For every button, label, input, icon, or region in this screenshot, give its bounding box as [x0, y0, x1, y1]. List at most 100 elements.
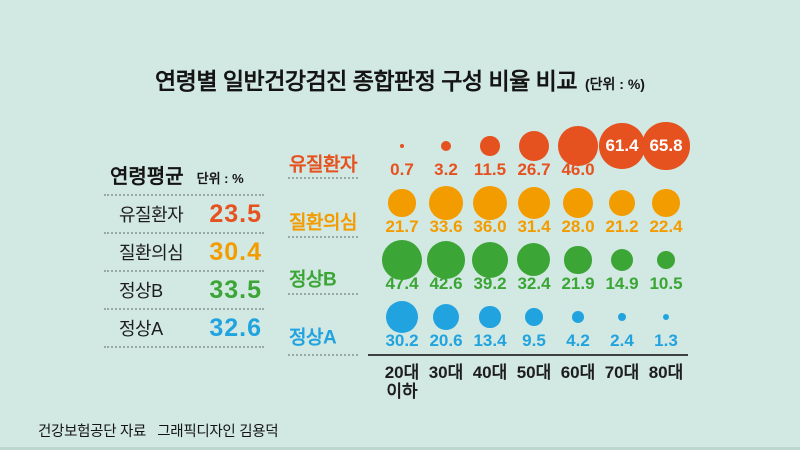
bubble [427, 241, 465, 279]
bubble-value-label: 31.4 [517, 217, 551, 236]
summary-table-row: 정상A 32.6 [104, 310, 264, 348]
x-axis-category-label: 40대 [473, 363, 508, 382]
x-axis-category-label: 60대 [561, 363, 596, 382]
bubble-value-label: 13.4 [473, 331, 507, 350]
bubble [599, 123, 645, 169]
bubble-value-label: 65.8 [649, 136, 683, 155]
summary-table-header: 연령평균 단위 : % [104, 160, 264, 196]
bubble-value-label: 36.0 [473, 217, 507, 236]
summary-table-row: 질환의심 30.4 [104, 234, 264, 272]
series-row-label-underline [288, 177, 358, 179]
series-row-label: 정상A [289, 327, 337, 349]
series-row-label: 정상B [289, 269, 337, 291]
bubble [517, 186, 551, 220]
series-row-label-underline [288, 236, 358, 238]
bubble-value-label: 3.2 [434, 160, 458, 179]
summary-table-row: 정상B 33.5 [104, 272, 264, 310]
bubble-value-label: 30.2 [385, 331, 419, 350]
x-axis-category-line: 40대 [472, 363, 508, 382]
bubble-value-label: 1.3 [654, 331, 678, 350]
summary-row-label: 질환의심 [119, 243, 184, 263]
bubble [608, 189, 636, 217]
bubble [479, 306, 501, 328]
bubble-value-label: 20.6 [429, 331, 463, 350]
summary-row-label: 정상B [119, 281, 163, 301]
summary-unit-label: 단위 : % [196, 171, 244, 186]
bubble [656, 250, 676, 270]
summary-row-label: 정상A [119, 319, 163, 339]
series-row-label: 유질환자 [289, 154, 357, 176]
bubble-value-label: 33.6 [429, 217, 463, 236]
x-axis-category-line: 30대 [428, 363, 464, 382]
x-axis-category-line: 80대 [648, 363, 684, 382]
bubble-value-label: 61.4 [605, 136, 639, 155]
bubble-value-label: 28.0 [561, 217, 595, 236]
x-axis-category-label: 30대 [429, 363, 464, 382]
x-axis-category-label: 80대 [649, 363, 684, 382]
bubble [617, 312, 627, 322]
title-text: 연령별 일반건강검진 종합판정 구성 비율 비교 [155, 68, 578, 94]
bubble [388, 189, 416, 217]
bubble [386, 301, 418, 333]
bubble [564, 246, 592, 274]
bubble-value-label: 22.4 [649, 217, 683, 236]
bubble [562, 187, 594, 219]
bubble [572, 311, 584, 323]
x-axis-category-label: 50대 [517, 363, 552, 382]
series-row-label-underline [288, 354, 358, 356]
average-summary-table: 연령평균 단위 : % 유질환자 23.5 질환의심 30.4 정상B 33.5 정상A 32… [104, 160, 264, 348]
summary-row-value: 33.5 [209, 275, 262, 304]
bubble-value-label: 21.9 [561, 274, 595, 293]
bubble [519, 131, 549, 161]
bubble-value-label: 14.9 [605, 274, 639, 293]
x-axis-category-line: 70대 [604, 363, 640, 382]
bubble-value-label: 11.5 [473, 160, 507, 179]
bubble-value-label: 10.5 [649, 274, 683, 293]
bubble [440, 140, 452, 152]
bubble [471, 241, 509, 279]
bubble-value-label: 26.7 [517, 160, 551, 179]
series-row-label: 질환의심 [289, 212, 357, 234]
bubble-value-label: 46.0 [561, 160, 595, 179]
bubble-value-label: 21.7 [385, 217, 419, 236]
bubble-value-label: 4.2 [566, 331, 590, 350]
x-axis-category-label: 70대 [605, 363, 640, 382]
bubble [480, 136, 500, 156]
bubble [662, 313, 670, 321]
x-axis-category-line: 이하 [386, 382, 418, 401]
series-row-label-underline [288, 293, 358, 295]
bubble [558, 126, 598, 166]
bubble-value-label: 2.4 [610, 331, 634, 350]
x-axis-category-label: 20대 이하 [385, 363, 420, 401]
bubble [652, 189, 680, 217]
bubble-value-label: 32.4 [517, 274, 551, 293]
bottom-edge-strip [0, 447, 800, 450]
summary-row-value: 23.5 [209, 199, 262, 228]
bubble-value-label: 47.4 [385, 274, 419, 293]
summary-row-label: 유질환자 [119, 205, 184, 225]
summary-header-label: 연령평균 [110, 166, 184, 188]
bubble [399, 143, 405, 149]
bubble [429, 186, 463, 220]
page-title: 연령별 일반건강검진 종합판정 구성 비율 비교 (단위 : %) [0, 62, 800, 96]
x-axis-category-line: 60대 [560, 363, 596, 382]
x-axis-line [368, 354, 688, 356]
bubble [432, 303, 460, 331]
bubble-value-label: 0.7 [390, 160, 414, 179]
bubble [610, 248, 634, 272]
bubble [472, 185, 508, 221]
bubble-value-label: 39.2 [473, 274, 507, 293]
x-axis-category-line: 20대 [384, 363, 420, 382]
bubble [517, 243, 551, 277]
bubble-value-label: 42.6 [429, 274, 463, 293]
bubble [525, 308, 543, 326]
bubble-value-label: 21.2 [605, 217, 639, 236]
title-unit-note: (단위 : %) [585, 76, 645, 92]
summary-row-value: 32.6 [209, 313, 262, 342]
summary-table-row: 유질환자 23.5 [104, 196, 264, 234]
source-credit: 건강보험공단 자료 그래픽디자인 김용덕 [38, 424, 279, 440]
bubble [642, 122, 690, 170]
x-axis-category-line: 50대 [516, 363, 552, 382]
